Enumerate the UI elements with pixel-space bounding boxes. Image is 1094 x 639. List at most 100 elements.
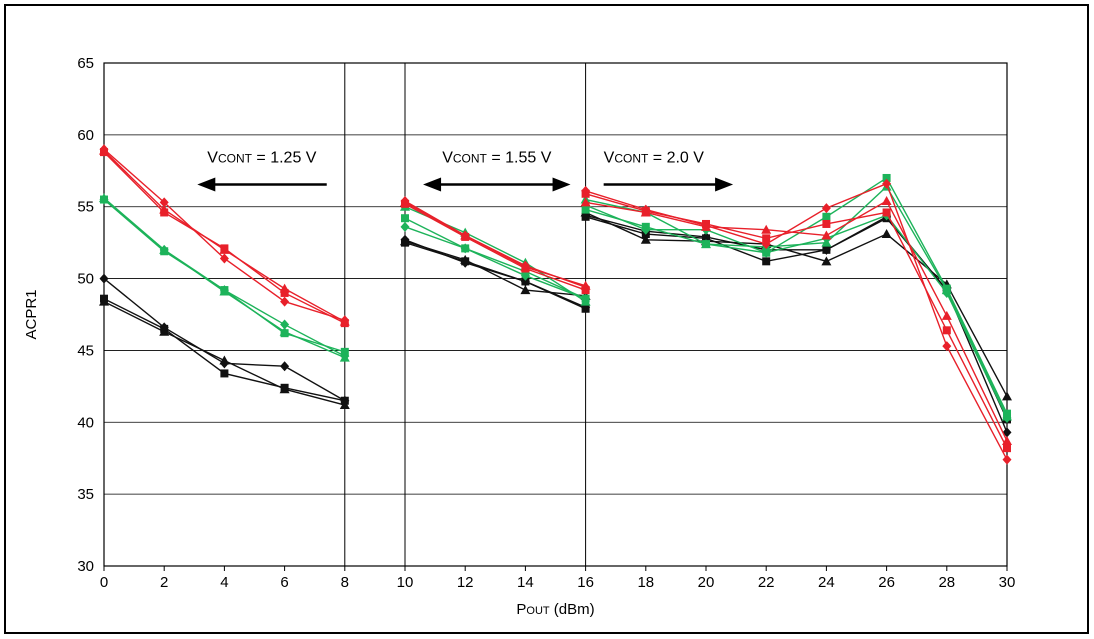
point-square — [581, 212, 590, 221]
x-tick-label-24: 24 — [818, 574, 835, 591]
point-square — [280, 288, 289, 297]
point-triangle — [99, 193, 109, 203]
series-line — [585, 199, 1008, 442]
series-27-red-triangle — [580, 195, 1012, 445]
x-tick-label-22: 22 — [758, 574, 775, 591]
y-tick-label-55: 55 — [77, 199, 94, 216]
point-triangle — [339, 352, 350, 362]
x-tick-label-26: 26 — [878, 574, 895, 591]
point-square — [822, 219, 831, 228]
series-10-black-diamond — [400, 234, 591, 313]
series-4-green-diamond — [99, 194, 350, 362]
annotation-label-rest: = 1.25 V — [252, 149, 317, 166]
series-line — [404, 226, 586, 300]
x-tick-label-4: 4 — [220, 574, 228, 591]
point-triangle — [279, 384, 290, 394]
x-tick-label-16: 16 — [577, 574, 594, 591]
y-tick-label-40: 40 — [77, 414, 94, 431]
point-diamond — [280, 361, 290, 372]
point-triangle — [821, 230, 832, 240]
point-triangle — [881, 195, 892, 205]
point-triangle — [701, 221, 711, 231]
x-tick-label-20: 20 — [698, 574, 715, 591]
x-axis-label-sub: OUT — [526, 605, 550, 617]
point-diamond — [400, 221, 410, 232]
point-square — [581, 286, 590, 295]
point-square — [641, 222, 650, 231]
point-square — [762, 257, 771, 266]
series-7-red-diamond — [99, 144, 350, 326]
point-square — [882, 208, 891, 217]
point-square — [581, 205, 590, 214]
point-triangle — [1002, 391, 1012, 401]
x-tick-label-14: 14 — [517, 574, 534, 591]
point-triangle — [219, 355, 230, 365]
point-square — [822, 212, 831, 221]
annotation-label-sub: CONT — [453, 151, 488, 165]
point-square — [1003, 444, 1011, 453]
y-tick-label-35: 35 — [77, 486, 94, 503]
series-2-black-square — [100, 294, 349, 405]
x-tick-label-10: 10 — [397, 574, 414, 591]
series-line — [404, 203, 586, 291]
point-triangle — [1002, 411, 1012, 421]
point-square — [461, 244, 470, 253]
point-triangle — [1002, 435, 1012, 445]
point-triangle — [460, 254, 471, 264]
x-axis-label-rest: (dBm) — [550, 601, 595, 618]
point-triangle — [460, 230, 471, 240]
annotation-1: VCONT = 1.25 V — [197, 149, 327, 192]
point-triangle — [580, 280, 591, 290]
point-triangle — [520, 285, 531, 295]
point-square — [581, 189, 590, 198]
series-line — [585, 176, 1008, 414]
point-triangle — [640, 207, 651, 217]
point-triangle — [339, 316, 350, 326]
series-13-green-diamond — [400, 221, 591, 304]
grid — [104, 62, 1007, 567]
point-square — [220, 369, 229, 378]
point-square — [942, 326, 951, 335]
series-9-red-triangle — [99, 145, 350, 326]
point-square — [521, 277, 530, 286]
point-triangle — [520, 262, 531, 272]
series-line — [103, 197, 346, 359]
point-diamond — [219, 253, 229, 264]
series-line — [103, 198, 346, 357]
x-tick-label-18: 18 — [637, 574, 654, 591]
point-triangle — [821, 256, 832, 266]
x-tick-label-8: 8 — [341, 574, 349, 591]
y-tick-label-45: 45 — [77, 342, 94, 359]
arrow-head-left-icon — [423, 177, 442, 192]
series-line — [404, 206, 586, 303]
arrow-head-right-icon — [552, 177, 571, 192]
point-triangle — [99, 145, 109, 155]
y-axis-label: ACPR1 — [23, 289, 40, 339]
point-diamond — [882, 178, 892, 189]
point-triangle — [159, 326, 170, 336]
series-24-green-triangle — [580, 181, 1012, 421]
point-diamond — [942, 341, 952, 352]
annotation-3: VCONT = 2.0 V — [603, 149, 734, 192]
series-line — [404, 217, 586, 300]
point-triangle — [941, 285, 952, 295]
annotation-label-main: V — [207, 149, 218, 166]
point-triangle — [279, 283, 290, 293]
annotation-label: VCONT = 1.25 V — [207, 149, 316, 166]
series-3-black-triangle — [99, 296, 350, 410]
series-18-red-triangle — [400, 197, 591, 290]
x-tick-label-28: 28 — [938, 574, 955, 591]
point-triangle — [219, 286, 230, 296]
series-line — [585, 193, 1008, 449]
point-triangle — [159, 204, 170, 214]
chart-frame: 30 35 40 45 50 55 60 65 0 2 4 6 8 10 12 14 16 18 20 22 24 26 2… — [4, 4, 1089, 634]
region-dividers — [344, 63, 587, 566]
annotation-label: VCONT = 2.0 V — [604, 149, 705, 166]
x-tick-label-12: 12 — [457, 574, 474, 591]
series-layer — [99, 144, 1012, 465]
x-axis-label: POUT (dBm) — [516, 601, 594, 618]
series-line — [404, 240, 586, 297]
series-5-green-square — [100, 195, 349, 356]
annotation-label-rest: = 1.55 V — [487, 149, 552, 166]
